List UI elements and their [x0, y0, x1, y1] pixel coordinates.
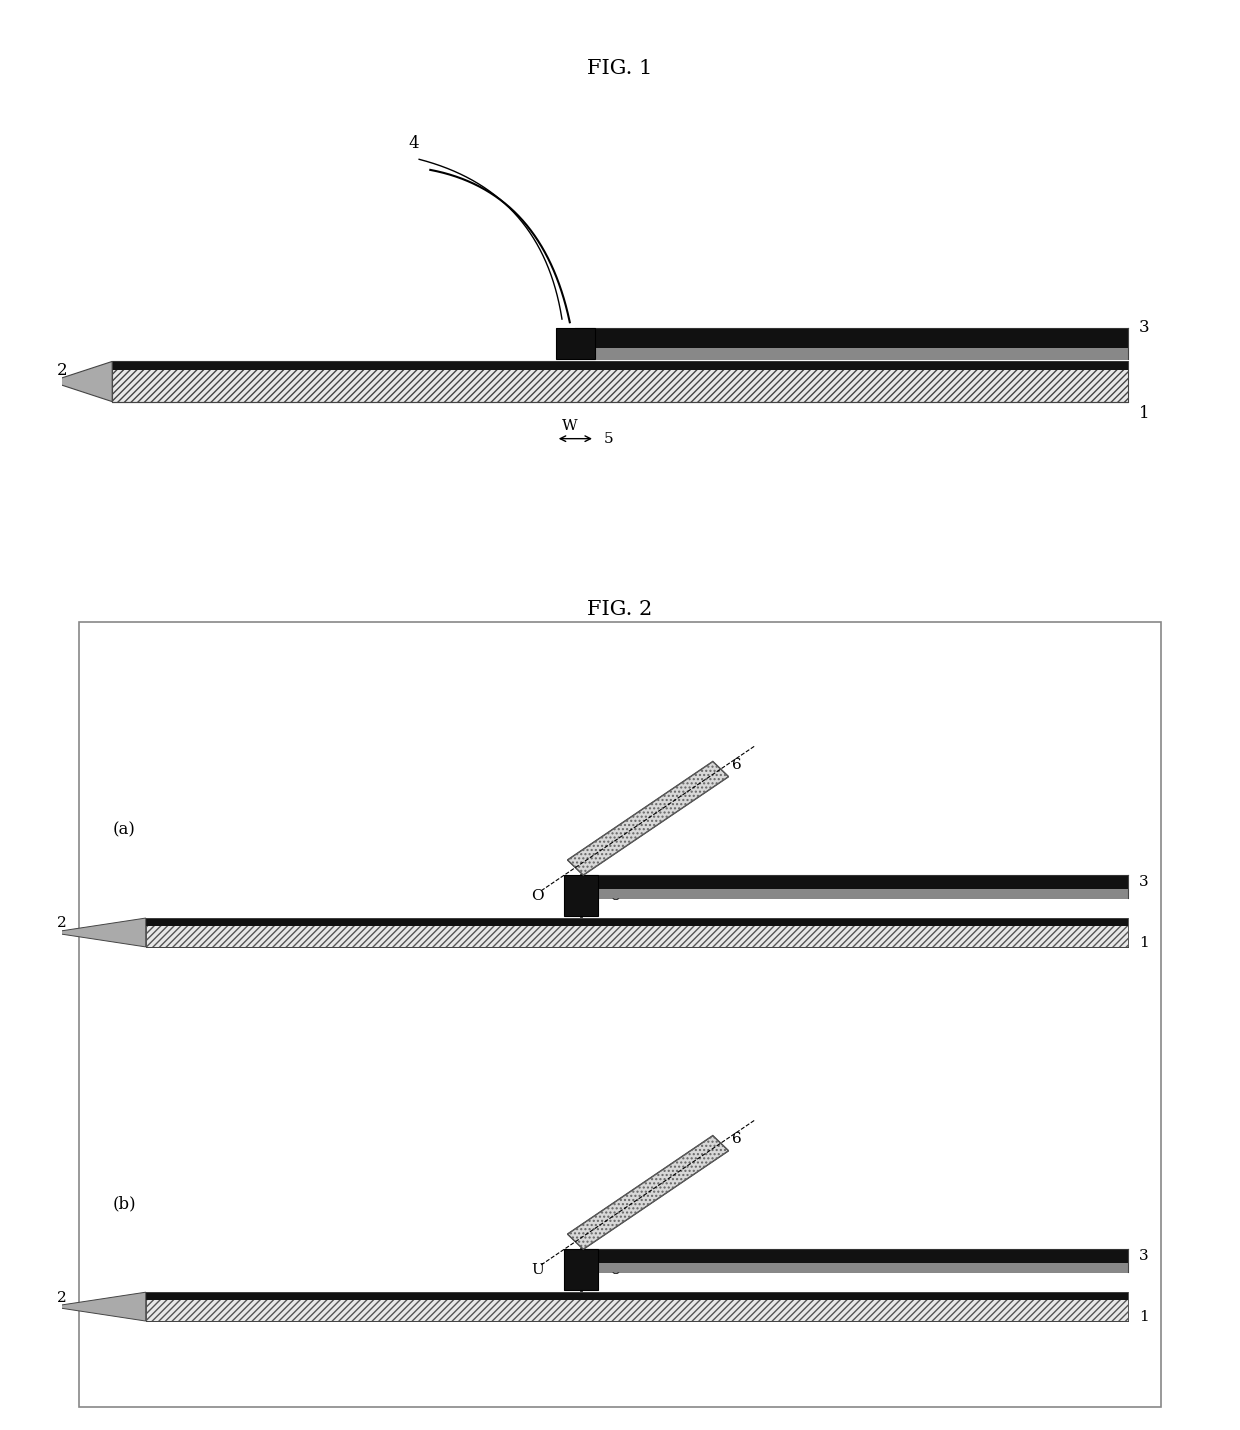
Bar	[556, 327, 595, 359]
Text: 4: 4	[408, 134, 419, 152]
Bar	[580, 1263, 1128, 1273]
Polygon shape	[51, 918, 146, 947]
Text: O: O	[532, 888, 544, 902]
Text: 6: 6	[732, 758, 742, 772]
Polygon shape	[51, 1293, 146, 1321]
Text: 1: 1	[1140, 937, 1148, 951]
Text: 2: 2	[57, 1291, 67, 1304]
Text: 7: 7	[635, 1200, 644, 1214]
Text: 3: 3	[1140, 1250, 1148, 1263]
Bar	[146, 1293, 1128, 1321]
Bar	[575, 347, 1128, 359]
Text: 3: 3	[1140, 875, 1148, 889]
Bar	[575, 327, 1128, 359]
Polygon shape	[568, 761, 729, 875]
Bar	[146, 918, 1128, 947]
Bar	[146, 1293, 1128, 1300]
Polygon shape	[568, 1135, 729, 1250]
Text: 5: 5	[604, 432, 614, 446]
Text: (b): (b)	[112, 1195, 136, 1213]
Bar	[112, 362, 1128, 370]
Text: 8: 8	[611, 888, 621, 902]
Polygon shape	[51, 362, 112, 402]
Text: U: U	[531, 1263, 544, 1277]
Bar	[112, 362, 1128, 402]
Text: W: W	[562, 419, 578, 433]
Text: FIG. 2: FIG. 2	[588, 599, 652, 619]
Text: 2: 2	[57, 362, 67, 379]
Bar	[580, 1248, 1128, 1273]
Text: 1: 1	[1140, 1310, 1148, 1324]
Text: FIG. 1: FIG. 1	[588, 59, 652, 77]
Text: 1: 1	[1140, 405, 1149, 422]
Text: 8: 8	[611, 1263, 621, 1277]
Text: 2: 2	[57, 917, 67, 931]
Text: (a): (a)	[112, 821, 135, 838]
Bar	[564, 1248, 598, 1290]
Text: 7: 7	[635, 827, 644, 839]
Text: 6: 6	[732, 1131, 742, 1145]
Text: 3: 3	[1140, 319, 1149, 336]
Bar	[580, 875, 1128, 898]
Bar	[580, 889, 1128, 898]
Bar	[564, 875, 598, 917]
Bar	[146, 918, 1128, 927]
